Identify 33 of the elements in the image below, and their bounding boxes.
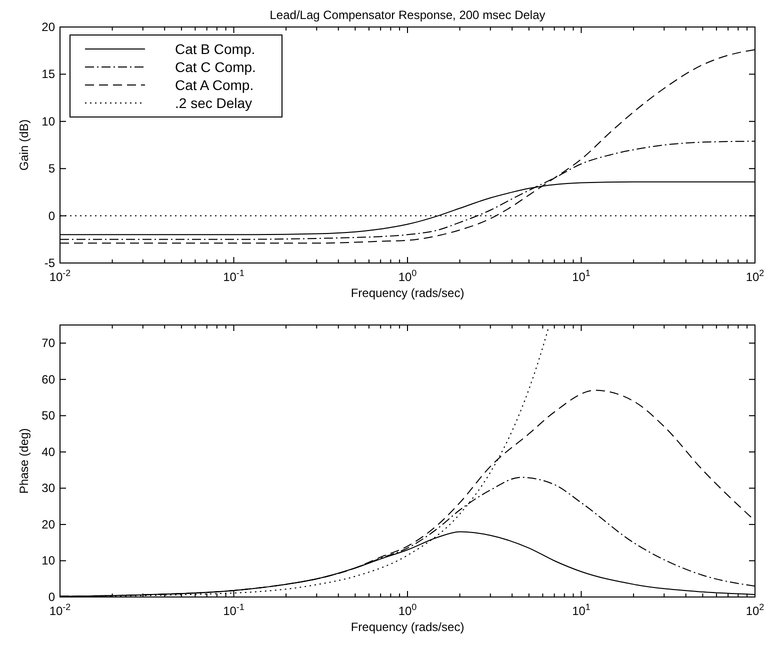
y-tick-label: -5 [44,256,56,270]
y-tick-label: 20 [42,20,56,34]
y-tick-label: 70 [42,336,56,350]
legend-label: Cat A Comp. [175,77,254,93]
y-tick-label: 10 [42,554,56,568]
x-axis-title: Frequency (rads/sec) [350,620,464,634]
y-tick-label: 60 [42,372,56,386]
x-tick-label: 10$^{1}$ [572,602,590,618]
legend-label: .2 sec Delay [175,95,252,111]
x-tick-label: 10$^{-2}$ [49,602,71,618]
y-tick-label: 30 [42,481,56,496]
legend-label: Cat B Comp. [175,41,256,57]
x-tick-label: 10$^{2}$ [746,602,764,618]
y-tick-label: 50 [42,408,56,423]
x-axis-title: Frequency (rads/sec) [350,286,464,300]
x-tick-label: 10$^{-2}$ [49,268,71,284]
y-tick-label: 0 [48,590,56,604]
x-tick-label: 10$^{1}$ [572,268,590,284]
x-tick-label: 10$^{0}$ [398,268,417,284]
x-tick-label: 10$^{-1}$ [223,268,244,284]
x-tick-label: 10$^{-1}$ [223,602,244,618]
y-tick-label: 15 [42,67,56,82]
y-tick-label: 40 [42,444,56,459]
y-tick-label: 0 [48,208,56,223]
y-tick-label: 10 [42,114,56,128]
x-tick-label: 10$^{2}$ [746,268,764,284]
x-tick-label: 10$^{0}$ [398,602,417,618]
y-tick-label: 20 [42,517,56,532]
chart-title: Lead/Lag Compensator Response, 200 msec Delay [270,8,546,22]
y-tick-label: 5 [48,162,56,176]
legend-label: Cat C Comp. [175,59,256,75]
y-axis-title: Gain (dB) [17,119,31,171]
y-axis-title: Phase (deg) [17,428,31,494]
